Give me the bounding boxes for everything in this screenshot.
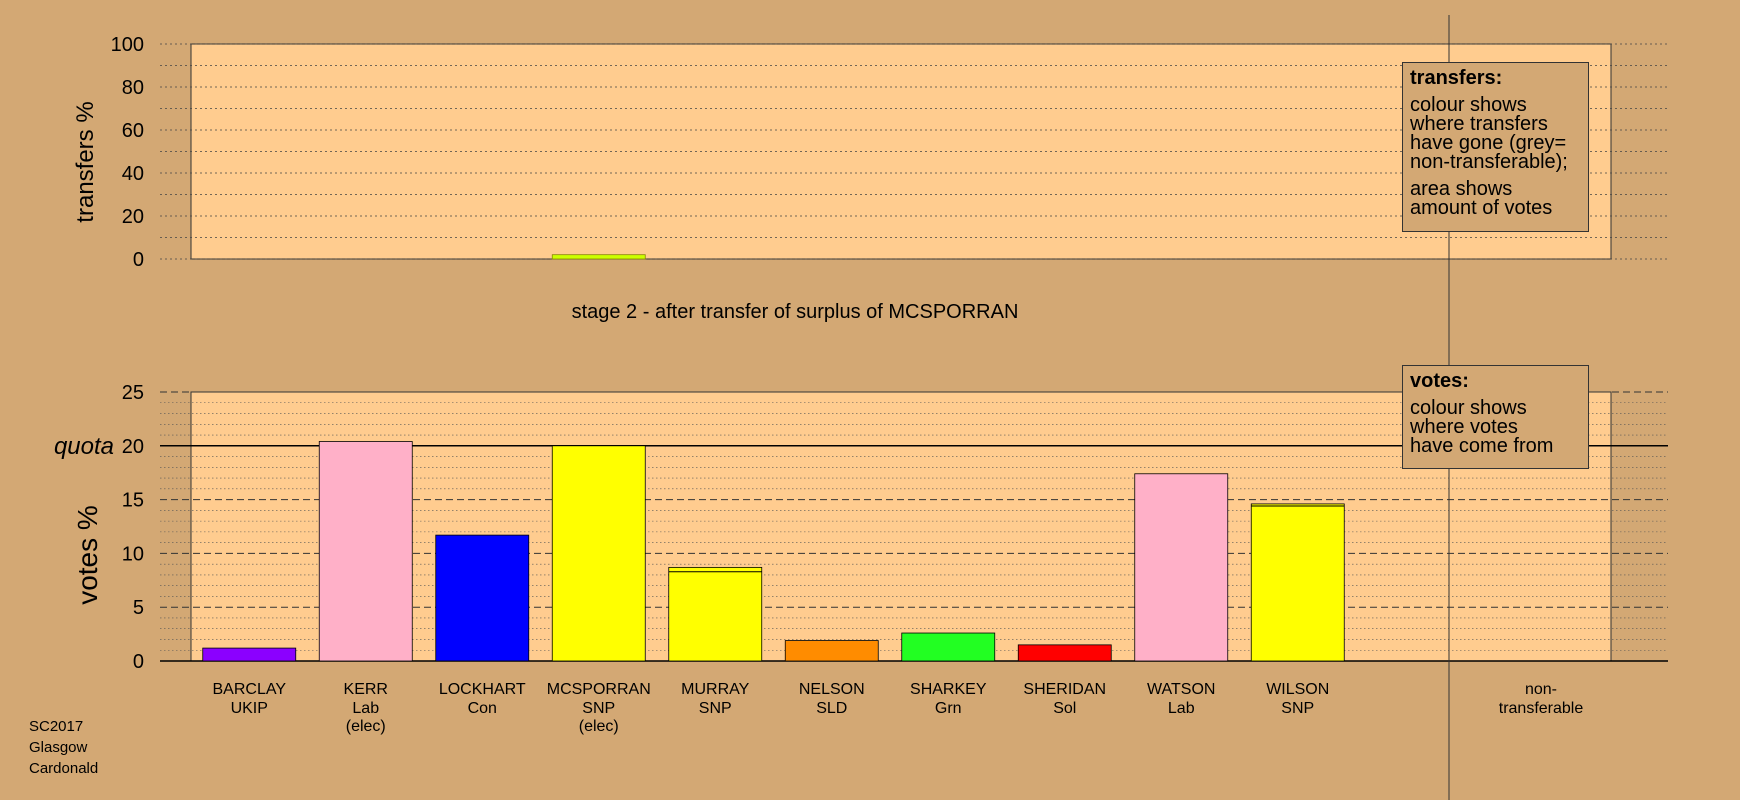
transfers-y-tick-label: 40	[122, 163, 144, 185]
candidate-party-label: SNP	[582, 700, 615, 717]
candidate-name-label: KERR	[344, 681, 388, 698]
nontransferable-label: non-	[1525, 681, 1557, 698]
legend-votes: votes: colour shows where votes have com…	[1402, 365, 1589, 469]
candidate-party-label: Lab	[1168, 700, 1195, 717]
legend-transfers-line: area shows	[1410, 178, 1513, 200]
transfers-y-tick-label: 100	[111, 34, 144, 56]
legend-votes-line: colour shows	[1410, 397, 1527, 419]
votes-y-tick-label: 0	[133, 651, 144, 673]
footer-line: Glasgow	[29, 739, 88, 756]
vote-bar	[901, 632, 996, 662]
vote-bar	[202, 647, 297, 662]
legend-transfers-line: where transfers	[1410, 113, 1548, 135]
transfers-y-axis-label: transfers %	[72, 101, 99, 222]
candidate-elected-label: (elec)	[579, 718, 619, 735]
legend-votes-line: have come from	[1410, 435, 1554, 457]
legend-transfers-line: non-transferable);	[1410, 151, 1568, 173]
vote-bar	[1134, 473, 1229, 662]
footer-caption: SC2017 Glasgow Cardonald	[29, 716, 98, 779]
footer-line: Cardonald	[29, 760, 99, 777]
votes-plot-area	[190, 391, 1612, 662]
nontransferable-label: transferable	[1499, 700, 1584, 717]
vote-bar	[318, 441, 413, 662]
votes-y-axis-label: votes %	[72, 505, 103, 605]
votes-y-tick-label: 10	[122, 543, 144, 565]
vote-bar	[551, 445, 646, 662]
legend-transfers: transfers: colour shows where transfers …	[1402, 62, 1589, 232]
candidate-elected-label: (elec)	[346, 718, 386, 735]
candidate-party-label: Lab	[352, 700, 379, 717]
candidate-party-label: UKIP	[231, 700, 268, 717]
legend-transfers-line: have gone (grey=	[1410, 132, 1567, 154]
legend-transfers-line: colour shows	[1410, 94, 1527, 116]
legend-votes-title: votes:	[1410, 370, 1469, 392]
candidate-party-label: SNP	[1281, 700, 1314, 717]
candidate-party-label: Sol	[1053, 700, 1076, 717]
candidate-party-label: Grn	[935, 700, 962, 717]
votes-y-tick-label: 15	[122, 490, 144, 512]
votes-y-tick-label: 20	[122, 436, 144, 458]
candidate-name-label: SHARKEY	[910, 681, 987, 698]
candidate-name-label: WILSON	[1266, 681, 1329, 698]
votes-y-tick-label: 25	[122, 382, 144, 404]
candidate-party-label: SNP	[699, 700, 732, 717]
quota-label: quota	[54, 433, 114, 460]
legend-transfers-line: amount of votes	[1410, 197, 1553, 219]
vote-bar	[1250, 503, 1345, 662]
transfers-y-tick-label: 80	[122, 77, 144, 99]
candidate-name-label: NELSON	[799, 681, 865, 698]
transfers-y-tick-label: 60	[122, 120, 144, 142]
candidate-name-label: MURRAY	[681, 681, 749, 698]
vote-bar	[784, 640, 879, 662]
candidate-name-label: MCSPORRAN	[547, 681, 651, 698]
candidate-name-label: LOCKHART	[439, 681, 526, 698]
transfers-y-tick-label: 0	[133, 249, 144, 271]
vote-bar	[1017, 644, 1112, 662]
candidate-name-label: BARCLAY	[212, 681, 286, 698]
legend-transfers-title: transfers:	[1410, 67, 1503, 89]
footer-line: SC2017	[29, 718, 84, 735]
candidate-name-label: SHERIDAN	[1023, 681, 1106, 698]
candidate-name-label: WATSON	[1147, 681, 1215, 698]
transfers-y-tick-label: 20	[122, 206, 144, 228]
vote-bar	[668, 566, 763, 662]
candidate-party-label: Con	[468, 700, 497, 717]
transfers-bar	[551, 254, 646, 260]
votes-y-tick-label: 5	[133, 597, 144, 619]
candidate-party-label: SLD	[816, 700, 847, 717]
stage-title: stage 2 - after transfer of surplus of M…	[572, 301, 1019, 323]
vote-bar	[435, 534, 530, 662]
legend-votes-line: where votes	[1410, 416, 1518, 438]
